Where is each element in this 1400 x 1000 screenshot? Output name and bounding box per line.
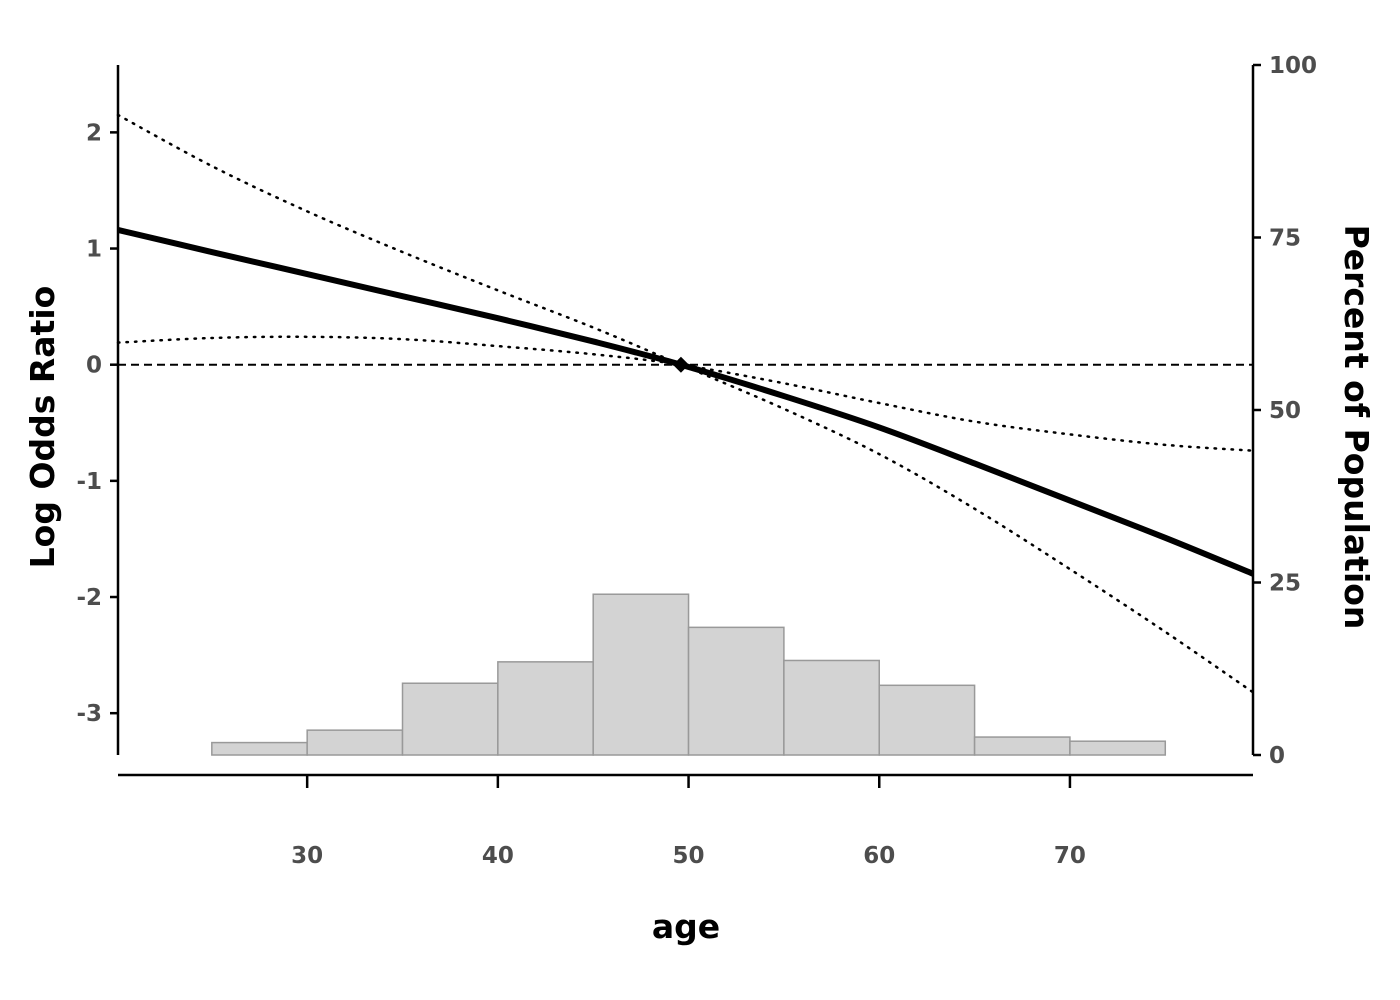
y-tick-label: 1 [86,237,102,263]
y2-axis-title: Percent of Population [1337,225,1376,630]
histogram-bar [1070,741,1165,755]
histogram-bar [403,683,498,755]
y2-tick-label: 75 [1269,226,1301,252]
histogram-bar [307,730,402,755]
x-tick-label: 30 [291,843,323,869]
y2-tick-label: 50 [1269,398,1301,424]
y-tick-label: -2 [76,585,102,611]
y-tick-label: -3 [76,701,102,727]
histogram [212,594,1165,755]
estimate-line [118,230,1253,574]
reference-point-marker [673,357,689,373]
y-tick-label: -1 [76,469,102,495]
x-axis-title: age [652,907,720,946]
histogram-bar [689,627,784,755]
y-tick-label: 0 [86,353,102,379]
y2-tick-label: 0 [1269,743,1285,769]
y-axis-title: Log Odds Ratio [23,286,62,569]
histogram-bar [212,743,307,755]
histogram-bar [593,594,688,755]
histogram-bar [879,685,974,755]
histogram-bar [498,662,593,755]
x-tick-label: 50 [673,843,705,869]
upper_bound-line [118,337,1253,451]
x-tick-label: 40 [482,843,514,869]
y2-tick-label: 25 [1269,571,1301,597]
y2-tick-label: 100 [1269,53,1317,79]
x-tick-label: 60 [863,843,895,869]
y-tick-label: 2 [86,120,102,146]
histogram-bar [784,660,879,755]
x-tick-label: 70 [1054,843,1086,869]
histogram-bar [975,737,1070,755]
